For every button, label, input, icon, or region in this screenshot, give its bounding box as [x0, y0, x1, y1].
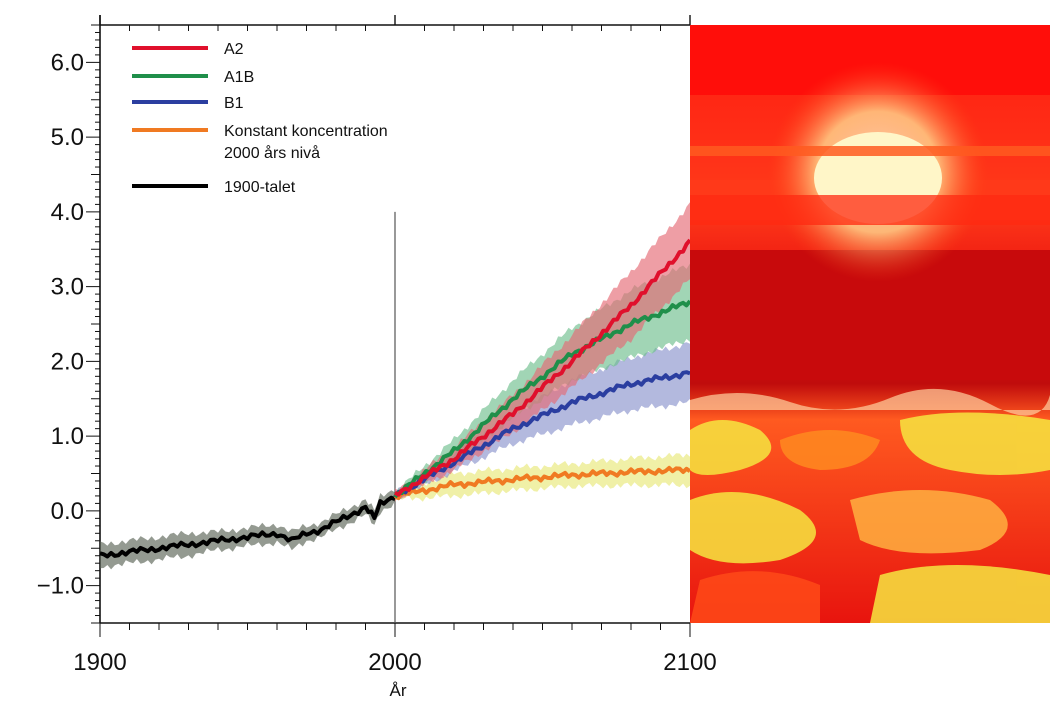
line-a1b — [393, 299, 692, 499]
line-1900-talet — [99, 495, 396, 559]
x-tick-label: 2000 — [368, 649, 421, 676]
legend-label: Konstant koncentration — [224, 123, 388, 140]
band-1900-talet — [100, 490, 395, 570]
y-tick-label: 1.0 — [51, 423, 84, 450]
y-tick-label: 6.0 — [51, 49, 84, 76]
legend-label-line2: 2000 års nivå — [224, 144, 320, 162]
legend-label: 1900-talet — [224, 179, 296, 196]
lit-clouds — [690, 412, 1050, 623]
y-axis-ticks: 6.0 5.0 4.0 3.0 2.0 1.0 0.0 −1.0 — [37, 24, 100, 624]
line-b1 — [393, 370, 691, 498]
line-konstant — [393, 465, 692, 501]
x-axis-ticks: 1900 2000 2100 — [73, 15, 717, 676]
y-tick-label: 3.0 — [51, 274, 84, 301]
line-a2 — [394, 238, 692, 497]
legend: A2 A1B B1 Konstant koncentration 2000 års ni… — [132, 41, 388, 196]
y-tick-label: 4.0 — [51, 199, 84, 226]
sunset-photo — [690, 25, 1050, 623]
y-tick-label: 2.0 — [51, 348, 84, 375]
x-axis-title: År — [390, 681, 407, 700]
x-tick-label: 2100 — [663, 649, 716, 676]
legend-label: B1 — [224, 95, 244, 112]
legend-label: A2 — [224, 41, 244, 58]
band-b1 — [395, 342, 690, 500]
legend-label: A1B — [224, 69, 254, 86]
y-tick-label: 5.0 — [51, 124, 84, 151]
y-tick-label: −1.0 — [37, 573, 84, 600]
x-tick-label: 1900 — [73, 649, 126, 676]
series-lines — [99, 238, 692, 559]
y-tick-label: 0.0 — [51, 498, 84, 525]
